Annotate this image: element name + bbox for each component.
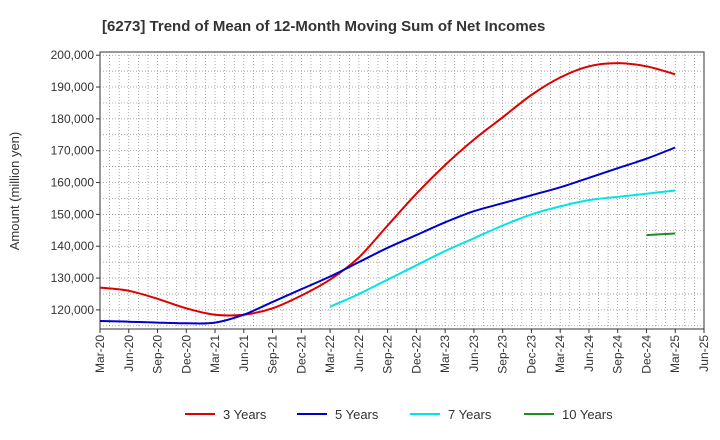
x-tick-label: Jun-24 — [582, 335, 596, 372]
y-tick-label: 120,000 — [51, 303, 95, 317]
y-tick-label: 180,000 — [51, 112, 95, 126]
x-tick-label: Jun-25 — [697, 335, 711, 372]
y-tick-label: 190,000 — [51, 80, 95, 94]
y-axis: 120,000 130,000 140,000 150,000 160,000 170,0… — [51, 48, 100, 317]
x-tick-label: Mar-23 — [438, 335, 452, 373]
legend: 3 Years 5 Years 7 Years 10 Years — [185, 407, 613, 422]
x-tick-label: Sep-20 — [151, 335, 165, 374]
x-tick-label: Sep-24 — [611, 335, 625, 374]
plot-area — [99, 51, 705, 330]
y-tick-label: 160,000 — [51, 176, 95, 190]
x-tick-label: Jun-20 — [122, 335, 136, 372]
x-tick-label: Dec-21 — [294, 335, 308, 374]
x-tick-label: Mar-21 — [208, 335, 222, 373]
x-tick-label: Sep-21 — [266, 335, 280, 374]
x-tick-label: Dec-23 — [524, 335, 538, 374]
x-tick-label: Mar-25 — [668, 335, 682, 373]
x-tick-label: Mar-20 — [93, 335, 107, 373]
legend-label-3-years: 3 Years — [223, 407, 267, 422]
grid — [100, 52, 704, 329]
legend-label-7-years: 7 Years — [448, 407, 492, 422]
series-line-10-years — [646, 232, 676, 237]
legend-label-10-years: 10 Years — [562, 407, 613, 422]
x-tick-label: Sep-23 — [496, 335, 510, 374]
y-tick-label: 150,000 — [51, 207, 95, 221]
series-line-3-years — [99, 62, 676, 317]
x-tick-label: Sep-22 — [381, 335, 395, 374]
series-line-7-years — [329, 189, 676, 308]
y-axis-label: Amount (million yen) — [7, 132, 22, 251]
chart-title: [6273] Trend of Mean of 12-Month Moving … — [102, 18, 545, 35]
y-tick-label: 130,000 — [51, 271, 95, 285]
x-tick-label: Jun-21 — [237, 335, 251, 372]
x-tick-label: Dec-24 — [639, 335, 653, 374]
y-tick-label: 140,000 — [51, 239, 95, 253]
legend-label-5-years: 5 Years — [335, 407, 379, 422]
x-axis: Mar-20 Jun-20 Sep-20 Dec-20 Mar-21 Jun-21 Sep-… — [93, 329, 711, 374]
x-tick-label: Jun-23 — [467, 335, 481, 372]
y-tick-label: 170,000 — [51, 144, 95, 158]
series-line-5-years — [99, 146, 676, 325]
series-lines — [99, 62, 676, 325]
x-tick-label: Dec-20 — [179, 335, 193, 374]
x-tick-label: Jun-22 — [352, 335, 366, 372]
x-tick-label: Dec-22 — [409, 335, 423, 374]
x-tick-label: Mar-24 — [553, 335, 567, 373]
x-tick-label: Mar-22 — [323, 335, 337, 373]
y-tick-label: 200,000 — [51, 48, 95, 62]
